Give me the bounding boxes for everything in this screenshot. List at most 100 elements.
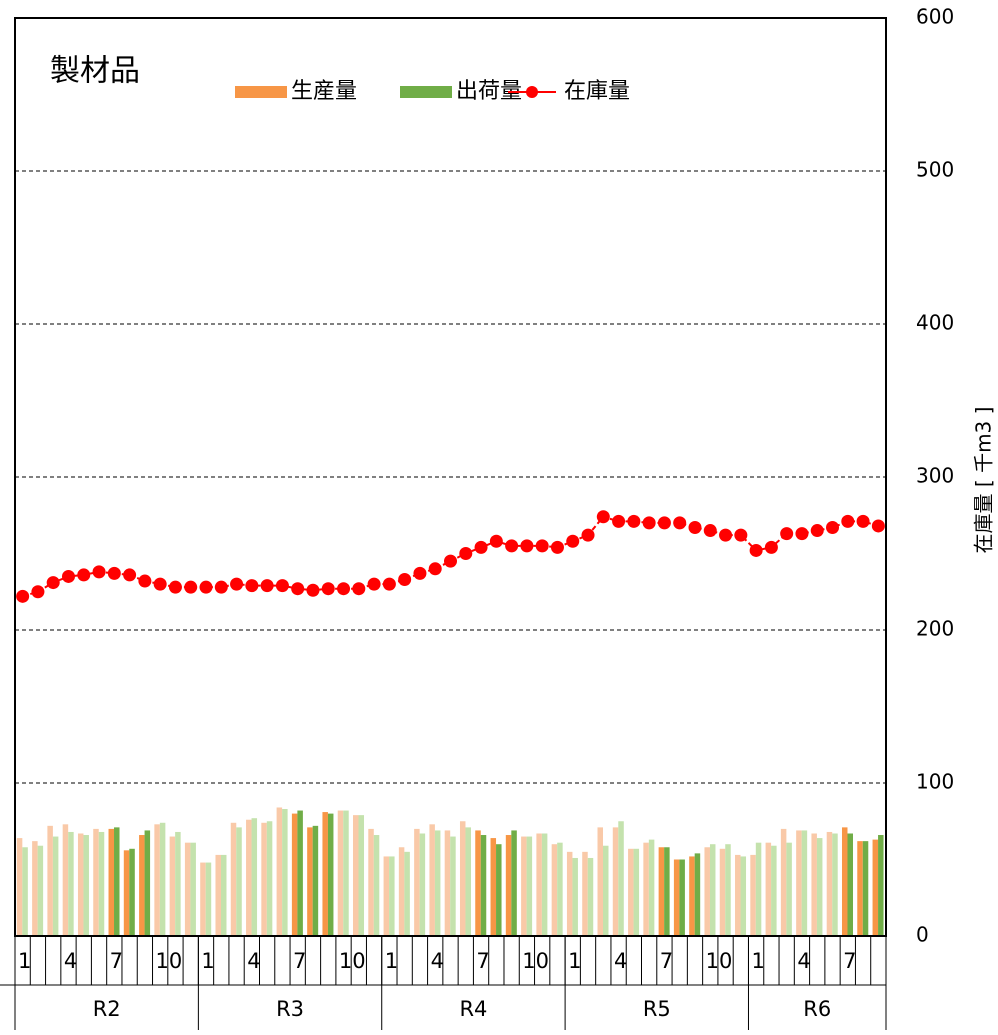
bar — [603, 845, 609, 936]
bar — [398, 847, 405, 936]
line-point — [520, 539, 534, 553]
line-point — [627, 514, 641, 528]
bar — [725, 844, 731, 936]
bar — [358, 815, 365, 936]
bar — [709, 844, 716, 936]
line-point — [260, 579, 274, 593]
bar — [857, 841, 863, 936]
bar — [47, 825, 53, 936]
y-tick-label: 600 — [916, 5, 954, 29]
month-label: 1 — [18, 949, 31, 973]
month-label: 10 — [522, 949, 549, 973]
line-point — [92, 565, 106, 579]
line-point — [123, 568, 137, 582]
line-point — [184, 580, 198, 594]
line-point — [321, 582, 335, 596]
bar — [648, 839, 655, 936]
line-point — [46, 576, 60, 590]
bar — [108, 828, 115, 936]
bar — [526, 836, 533, 936]
bar — [444, 830, 451, 936]
bar — [215, 854, 221, 936]
bar — [572, 857, 578, 936]
line-point — [275, 579, 289, 593]
bar — [200, 862, 206, 936]
month-label: 1 — [568, 949, 581, 973]
bar — [114, 827, 120, 936]
line-point — [413, 566, 427, 580]
bar — [801, 830, 808, 936]
line-point — [199, 580, 213, 594]
legend-swatch — [400, 86, 452, 98]
bar — [765, 842, 772, 936]
bar — [755, 842, 762, 936]
month-label: 4 — [431, 949, 444, 973]
bar — [419, 833, 426, 936]
chart-title: 製材品 — [50, 54, 140, 89]
bar — [521, 836, 527, 936]
month-label: 4 — [797, 949, 810, 973]
line-point — [505, 539, 519, 553]
line-point — [153, 577, 167, 591]
y-tick-label: 300 — [916, 464, 954, 488]
bar — [796, 830, 802, 936]
month-label: 1 — [385, 949, 398, 973]
line-point — [566, 534, 580, 548]
bar — [373, 835, 380, 936]
line-point — [245, 579, 259, 593]
bar — [383, 856, 390, 936]
line-point — [138, 574, 152, 588]
line-point — [398, 573, 412, 587]
bar — [429, 824, 435, 936]
line-point — [688, 520, 702, 534]
bar — [291, 813, 298, 936]
bar — [664, 847, 670, 936]
line-point — [550, 540, 564, 554]
bar — [557, 842, 563, 936]
bar — [236, 827, 242, 936]
line-point — [77, 568, 91, 582]
month-label: 7 — [843, 949, 856, 973]
bar — [77, 833, 84, 936]
line-point — [535, 539, 549, 553]
bar — [190, 842, 196, 936]
y-tick-label: 100 — [916, 770, 954, 794]
year-label: R3 — [276, 997, 304, 1021]
bar — [307, 827, 313, 936]
bar — [841, 827, 848, 936]
line-point — [291, 582, 305, 596]
bar — [832, 833, 838, 936]
line-point — [856, 514, 870, 528]
line-point — [719, 528, 733, 542]
line-point — [306, 583, 320, 597]
bar — [673, 859, 680, 936]
bar — [597, 827, 604, 936]
bar — [297, 810, 303, 936]
bar — [786, 842, 792, 936]
year-label: R5 — [643, 997, 671, 1021]
bar — [587, 857, 594, 936]
bar — [740, 856, 747, 936]
bar — [37, 845, 44, 936]
year-label: R4 — [459, 997, 487, 1021]
month-label: 4 — [64, 949, 77, 973]
bar — [541, 833, 548, 936]
line-point — [367, 577, 381, 591]
bar — [62, 824, 69, 936]
legend-swatch — [526, 86, 538, 98]
bar — [139, 835, 145, 936]
bar — [771, 845, 777, 936]
bar — [719, 848, 726, 936]
bar — [261, 822, 267, 936]
y-tick-label: 400 — [916, 311, 954, 335]
bar — [337, 810, 344, 936]
bar — [327, 813, 334, 936]
line-point — [459, 547, 473, 560]
bar — [582, 851, 588, 936]
bar — [175, 831, 181, 936]
line-point — [230, 577, 244, 591]
bar — [266, 821, 273, 936]
bar — [496, 844, 502, 936]
bar — [566, 851, 573, 936]
bar — [83, 835, 89, 936]
